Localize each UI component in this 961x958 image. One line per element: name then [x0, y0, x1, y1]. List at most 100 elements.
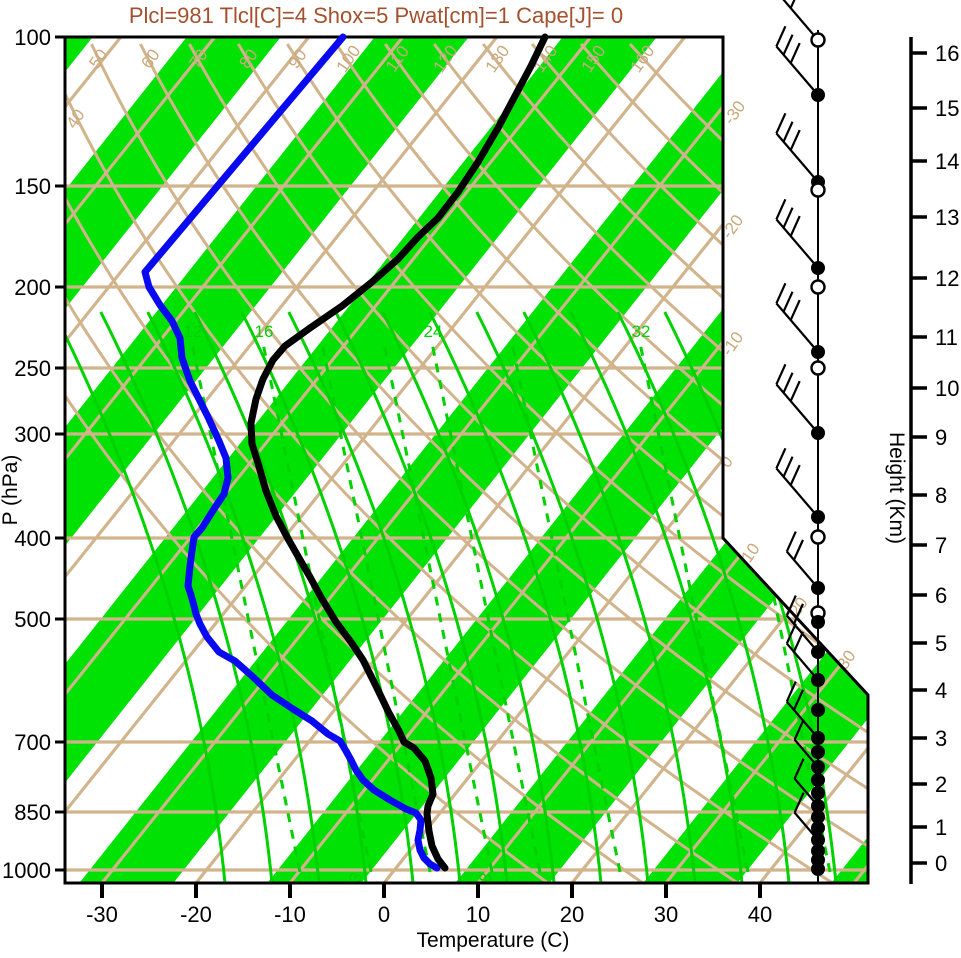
temperature-curve — [247, 33, 549, 872]
temperature-tick-label: 20 — [560, 902, 584, 927]
isotherm-line — [65, 37, 512, 883]
wind-barb-feather — [782, 372, 794, 394]
wind-barb-feather — [792, 603, 804, 625]
moist-adiabat-line — [381, 311, 556, 883]
mixing-ratio-line — [382, 344, 494, 873]
mixing-ratio-line — [510, 344, 622, 873]
wind-station-dot-filled — [811, 731, 825, 745]
height-tick-label: 6 — [935, 583, 947, 608]
pressure-tick-label: 700 — [14, 730, 51, 755]
mixing-ratio-line — [320, 344, 432, 873]
wind-barb-shaft — [785, 642, 819, 681]
wind-barb-feather — [789, 380, 801, 402]
wind-station-dot-open — [810, 360, 826, 376]
wind-barb-feather — [789, 0, 796, 9]
height-tick-label: 15 — [935, 96, 959, 121]
wind-station-dot-filled — [811, 510, 825, 524]
moist-adiabat-line — [522, 311, 697, 883]
wind-station-dot-filled — [811, 745, 825, 759]
wind-barb-feather — [792, 539, 804, 561]
mixing-ratio-line — [638, 344, 750, 873]
dry-adiabat-line — [65, 115, 750, 883]
wind-barb-feather — [775, 25, 787, 47]
plot-border — [63, 35, 870, 885]
height-tick-label: 0 — [935, 851, 947, 876]
height-tick-label: 10 — [935, 376, 959, 401]
green-stripe — [65, 37, 483, 883]
wind-barb-feather — [785, 531, 797, 552]
moist-adiabat-line — [569, 311, 744, 883]
moist-adiabat-line — [428, 311, 603, 883]
wind-barb-shaft — [775, 132, 819, 183]
mixing-ratio-line — [430, 344, 542, 873]
wind-station-dot-filled — [811, 615, 825, 629]
wind-station-dot-filled — [811, 760, 825, 774]
wind-barb-feather — [789, 215, 801, 237]
moist-adiabat-line — [99, 311, 274, 883]
wind-barb-feather — [775, 282, 787, 304]
chart-title: Plcl=981 Tlcl[C]=4 Shox=5 Pwat[cm]=1 Cap… — [129, 3, 623, 28]
wind-station-dot-filled — [811, 773, 825, 787]
height-tick-label: 7 — [935, 533, 947, 558]
wind-barb-feather — [782, 291, 794, 313]
height-tick-label: 16 — [935, 41, 959, 66]
temperature-tick-label: 30 — [654, 902, 678, 927]
wind-barb-column — [775, 0, 826, 883]
wind-barb-feather — [782, 456, 794, 478]
moist-adiabat-line — [240, 311, 415, 883]
wind-station-dot-filled — [811, 821, 825, 835]
dry-adiabat-line — [65, 43, 845, 883]
pressure-tick-label: 100 — [14, 25, 51, 50]
moist-adiabat-line — [146, 311, 321, 883]
wind-barb-feather — [789, 299, 801, 321]
wind-station-dot-filled — [811, 645, 825, 659]
temperature-tick-label: 40 — [748, 902, 772, 927]
wind-barb-feather — [792, 689, 804, 711]
temperature-tick-label: 10 — [466, 902, 490, 927]
wind-barb-feather — [775, 198, 787, 220]
height-tick-label: 8 — [935, 483, 947, 508]
wind-barb-feather — [789, 42, 801, 64]
wind-barb-shaft — [775, 302, 819, 353]
wind-barb-feather — [793, 758, 805, 780]
pressure-tick-label: 1000 — [2, 858, 51, 883]
mixing-ratio-label: 16 — [255, 322, 274, 341]
isotherm-line — [565, 37, 868, 883]
wind-barb-feather — [775, 112, 787, 134]
height-tick-label: 9 — [935, 425, 947, 450]
pressure-tick-label: 250 — [14, 356, 51, 381]
height-tick-label: 11 — [935, 325, 958, 350]
pressure-tick-label: 500 — [14, 607, 51, 632]
pressure-tick-label: 850 — [14, 800, 51, 825]
wind-station-dot-open — [810, 529, 826, 545]
isotherm-line — [65, 37, 418, 883]
height-tick-label: 2 — [935, 772, 947, 797]
wind-barb-shaft — [775, 467, 819, 518]
dry-adiabat-line — [65, 331, 559, 883]
isotherm-line — [65, 37, 324, 883]
wind-station-dot-filled — [811, 88, 825, 102]
wind-station-dot-filled — [811, 810, 825, 824]
mixing-ratio-line — [190, 344, 302, 873]
wind-barb-feather — [792, 631, 804, 653]
temperature-tick-label: -10 — [274, 902, 306, 927]
temperature-tick-label: -20 — [180, 902, 212, 927]
wind-barb-shaft — [775, 218, 819, 269]
dry-adiabat-line — [90, 43, 868, 856]
pressure-tick-label: 150 — [14, 174, 51, 199]
temperature-axis-label: Temperature (C) — [417, 929, 570, 952]
dewpoint-curve — [141, 33, 441, 872]
wind-station-dot-open — [810, 32, 826, 48]
dry-adiabat-label: 90 — [284, 46, 310, 72]
dry-adiabat-line — [65, 223, 654, 883]
pressure-axis-label: P (hPa) — [0, 455, 22, 526]
wind-barb-feather — [775, 447, 787, 469]
dry-adiabat-line — [139, 43, 868, 802]
isotherm-line — [65, 37, 700, 883]
height-tick-label: 4 — [935, 678, 947, 703]
wind-station-dot-filled — [811, 261, 825, 275]
height-tick-label: 5 — [935, 631, 947, 656]
